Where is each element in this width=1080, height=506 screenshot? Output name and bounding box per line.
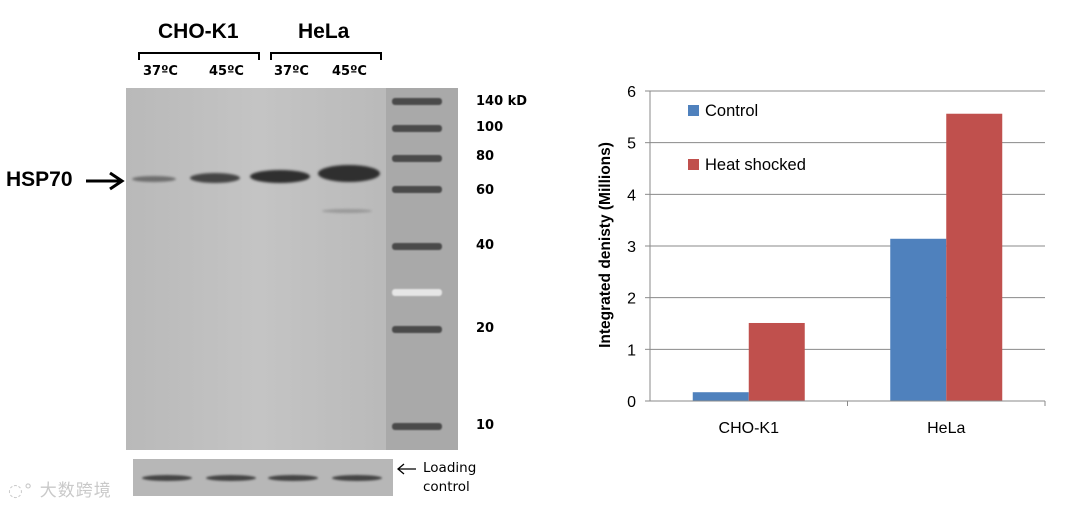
watermark: ◌° 大数跨境 — [8, 476, 112, 501]
y-tick-label-1: 1 — [627, 342, 636, 359]
hsp70-band-lane-1 — [132, 176, 176, 182]
axes: 0 1 2 3 4 5 6 CHO-K1 HeLa — [627, 84, 1046, 437]
marker-label-40: 40 — [476, 238, 495, 253]
ladder-band-20 — [392, 326, 442, 333]
y-tick-label-3: 3 — [627, 239, 636, 256]
group-bracket-cho-k1 — [138, 52, 260, 60]
y-axis-label: Integrated denisty (Millions) — [597, 142, 614, 348]
loading-band-2 — [206, 475, 256, 481]
lane-label-2: 45ºC — [209, 64, 244, 79]
hsp70-band-lane-2 — [190, 173, 240, 183]
bar-hela-heat-shocked — [946, 113, 1003, 401]
marker-label-80: 80 — [476, 149, 495, 164]
bars — [692, 113, 1003, 401]
group-label-hela: HeLa — [298, 20, 350, 43]
marker-label-10: 10 — [476, 418, 495, 433]
legend-label-1: Heat shocked — [705, 156, 806, 174]
loading-band-1 — [142, 475, 192, 481]
legend-swatch-1 — [688, 159, 699, 170]
ladder-band-30 — [392, 289, 442, 296]
loading-label-line-1: Loading — [423, 460, 477, 476]
lane-label-1: 37ºC — [143, 64, 178, 79]
watermark-logo-icon: ◌° — [8, 481, 34, 501]
marker-label-140: 140 kD — [476, 94, 528, 109]
x-tick-label-cho-k1: CHO-K1 — [719, 420, 780, 437]
marker-label-100: 100 — [476, 120, 504, 135]
ladder-band-100 — [392, 125, 442, 132]
bar-cho-k1-control — [692, 392, 749, 401]
bar-chart: 0 1 2 3 4 5 6 CHO-K1 HeLa Control Heat shocked In… — [597, 84, 1046, 437]
legend-swatch-0 — [688, 105, 699, 116]
watermark-text: 大数跨境 — [39, 481, 112, 501]
ladder-band-80 — [392, 155, 442, 162]
ladder-lane — [386, 88, 458, 450]
y-tick-label-4: 4 — [627, 187, 636, 204]
hsp70-label: HSP70 — [6, 168, 73, 191]
bar-cho-k1-heat-shocked — [748, 322, 805, 401]
ladder-band-140 — [392, 98, 442, 105]
bar-hela-control — [890, 238, 947, 401]
ladder-band-40 — [392, 243, 442, 250]
group-bracket-hela — [270, 52, 382, 60]
loading-label-line-2: control — [423, 479, 470, 495]
hsp70-band-lane-4 — [318, 165, 380, 182]
loading-band-4 — [332, 475, 382, 481]
legend-label-0: Control — [705, 102, 758, 120]
ladder-band-60 — [392, 186, 442, 193]
loading-arrow-icon — [396, 463, 416, 475]
y-tick-label-6: 6 — [627, 84, 636, 101]
lane-label-4: 45ºC — [332, 64, 367, 79]
loading-control-label: Loading control — [423, 459, 476, 497]
hsp70-band-lane-3 — [250, 170, 310, 183]
group-label-cho-k1: CHO-K1 — [158, 20, 239, 43]
x-tick-label-hela: HeLa — [927, 420, 965, 437]
lane-label-3: 37ºC — [274, 64, 309, 79]
marker-label-20: 20 — [476, 321, 495, 336]
ladder-band-10 — [392, 423, 442, 430]
faint-band-lane-4 — [322, 209, 372, 213]
marker-label-60: 60 — [476, 183, 495, 198]
y-tick-label-2: 2 — [627, 291, 636, 308]
loading-band-3 — [268, 475, 318, 481]
y-tick-label-0: 0 — [627, 394, 636, 411]
y-tick-label-5: 5 — [627, 136, 636, 153]
hsp70-arrow-icon — [86, 171, 125, 191]
legend: Control Heat shocked — [688, 102, 806, 174]
